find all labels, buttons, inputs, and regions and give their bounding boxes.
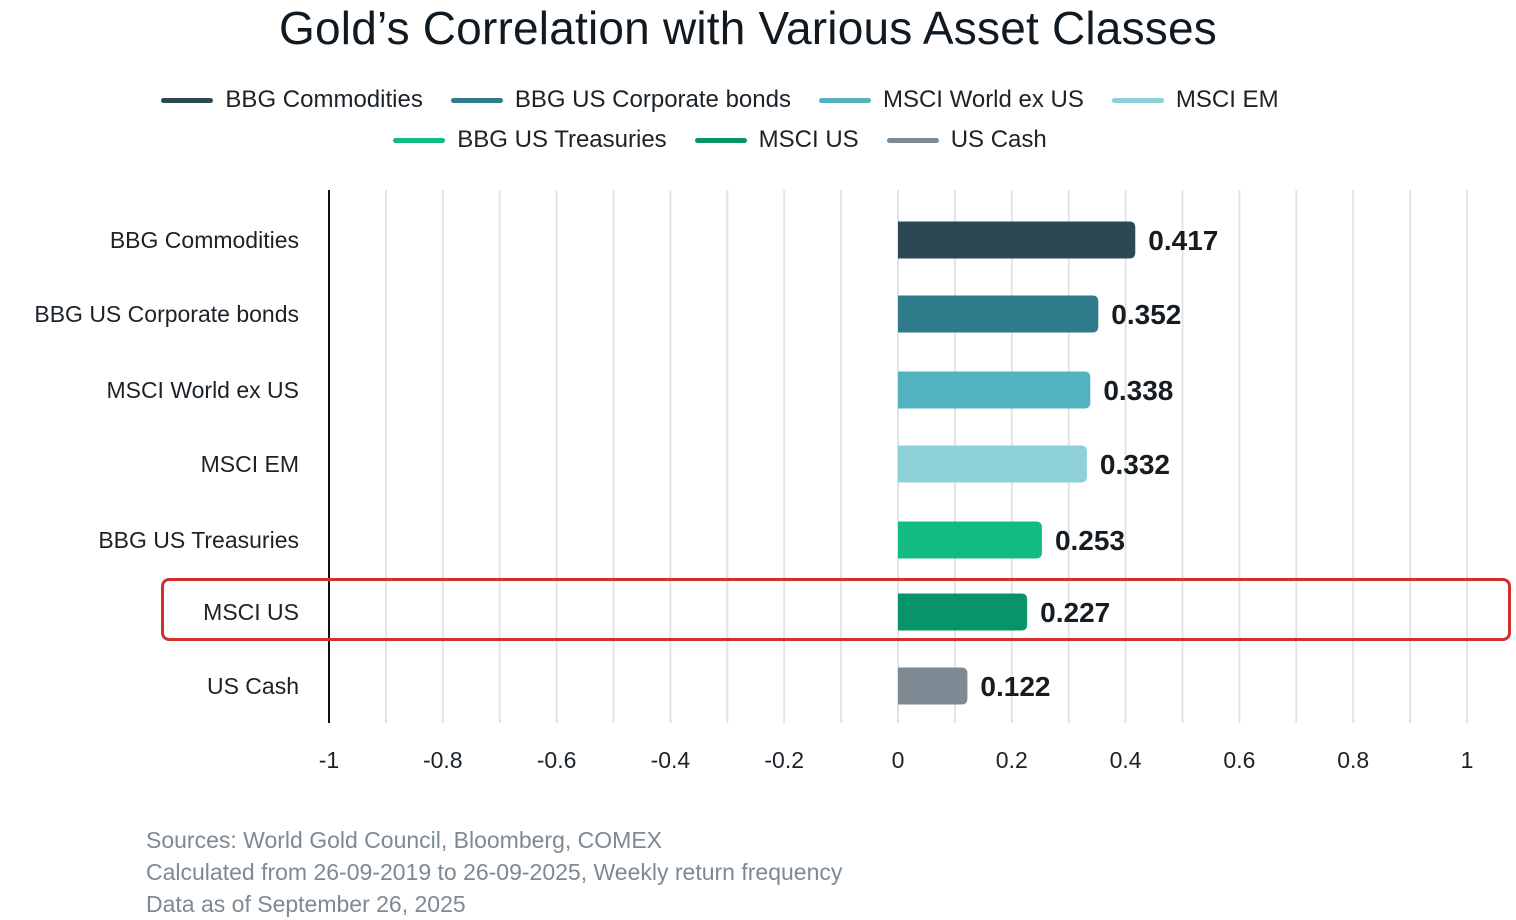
legend-item-bbg-commodities: BBG Commodities bbox=[161, 84, 423, 116]
value-label: 0.417 bbox=[1148, 225, 1218, 256]
bar-msci-us bbox=[898, 593, 1028, 631]
legend-swatch bbox=[161, 97, 214, 103]
legend-item-us-cash: US Cash bbox=[886, 124, 1047, 156]
legend-row-2: BBG US Treasuries MSCI US US Cash bbox=[0, 124, 1440, 156]
value-label: 0.352 bbox=[1111, 299, 1181, 330]
bar-bbg-us-corporate-bonds bbox=[898, 295, 1099, 333]
value-label: 0.122 bbox=[980, 671, 1050, 702]
legend-label: BBG US Corporate bonds bbox=[514, 86, 791, 113]
x-tick-label: -0.6 bbox=[537, 747, 577, 773]
footnotes: Sources: World Gold Council, Bloomberg, … bbox=[146, 824, 842, 920]
legend-swatch bbox=[886, 137, 939, 143]
bar-msci-em bbox=[898, 445, 1087, 483]
bars bbox=[898, 221, 1136, 705]
x-tick-label: 0.4 bbox=[1110, 747, 1142, 773]
x-tick-label: -1 bbox=[319, 747, 339, 773]
legend-label: MSCI EM bbox=[1175, 86, 1279, 113]
category-label: BBG US Corporate bonds bbox=[34, 301, 299, 327]
legend-item-bbg-us-corporate-bonds: BBG US Corporate bonds bbox=[450, 84, 791, 116]
category-label: MSCI World ex US bbox=[106, 377, 299, 403]
footnote-calculation-period: Calculated from 26-09-2019 to 26-09-2025… bbox=[146, 859, 843, 885]
x-tick-labels: -1 -0.8 -0.6 -0.4 -0.2 0 0.2 0.4 0.6 0.8 1 bbox=[319, 747, 1474, 773]
bar-bbg-commodities bbox=[898, 221, 1136, 259]
bar-bbg-us-treasuries bbox=[898, 521, 1042, 559]
value-labels: 0.417 0.352 0.338 0.332 0.253 0.227 0.122 bbox=[980, 225, 1218, 702]
x-tick-label: -0.8 bbox=[423, 747, 463, 773]
legend-label: BBG Commodities bbox=[225, 86, 423, 113]
legend-item-msci-world-ex-us: MSCI World ex US bbox=[818, 84, 1084, 116]
legend-swatch bbox=[393, 137, 446, 143]
bar-us-cash bbox=[898, 667, 968, 705]
category-label: BBG Commodities bbox=[110, 227, 299, 253]
legend-label: BBG US Treasuries bbox=[457, 126, 667, 153]
legend-swatch bbox=[818, 97, 871, 103]
legend-label: MSCI World ex US bbox=[882, 86, 1084, 113]
bar-msci-world-ex-us bbox=[898, 371, 1091, 409]
footnote-sources: Sources: World Gold Council, Bloomberg, … bbox=[146, 827, 662, 853]
x-tick-label: -0.2 bbox=[764, 747, 804, 773]
legend-swatch bbox=[694, 137, 747, 143]
legend-swatch bbox=[450, 97, 503, 103]
chart-title: Gold’s Correlation with Various Asset Cl… bbox=[279, 2, 1217, 54]
footnote-data-date: Data as of September 26, 2025 bbox=[146, 891, 466, 917]
category-label: MSCI EM bbox=[201, 451, 299, 477]
category-label: US Cash bbox=[207, 673, 299, 699]
value-label: 0.332 bbox=[1100, 449, 1170, 480]
category-label: BBG US Treasuries bbox=[98, 527, 299, 553]
category-label: MSCI US bbox=[203, 599, 299, 625]
x-tick-label: 1 bbox=[1461, 747, 1474, 773]
value-label: 0.338 bbox=[1103, 375, 1173, 406]
value-label: 0.253 bbox=[1055, 525, 1125, 556]
legend-label: MSCI US bbox=[758, 126, 859, 153]
x-tick-label: 0.8 bbox=[1337, 747, 1369, 773]
x-tick-label: 0 bbox=[892, 747, 905, 773]
legend-swatch bbox=[1111, 97, 1164, 103]
legend-label: US Cash bbox=[950, 126, 1047, 153]
category-labels: BBG Commodities BBG US Corporate bonds MSC… bbox=[34, 227, 299, 699]
legend-item-msci-us: MSCI US bbox=[694, 124, 859, 156]
value-label: 0.227 bbox=[1040, 597, 1110, 628]
x-tick-label: 0.2 bbox=[996, 747, 1028, 773]
legend-row-1: BBG Commodities BBG US Corporate bonds M… bbox=[0, 84, 1440, 116]
x-tick-label: 0.6 bbox=[1223, 747, 1255, 773]
legend-item-bbg-us-treasuries: BBG US Treasuries bbox=[393, 124, 667, 156]
x-tick-label: -0.4 bbox=[651, 747, 691, 773]
legend-item-msci-em: MSCI EM bbox=[1111, 84, 1279, 116]
highlight-box-msci-us bbox=[161, 578, 1511, 641]
